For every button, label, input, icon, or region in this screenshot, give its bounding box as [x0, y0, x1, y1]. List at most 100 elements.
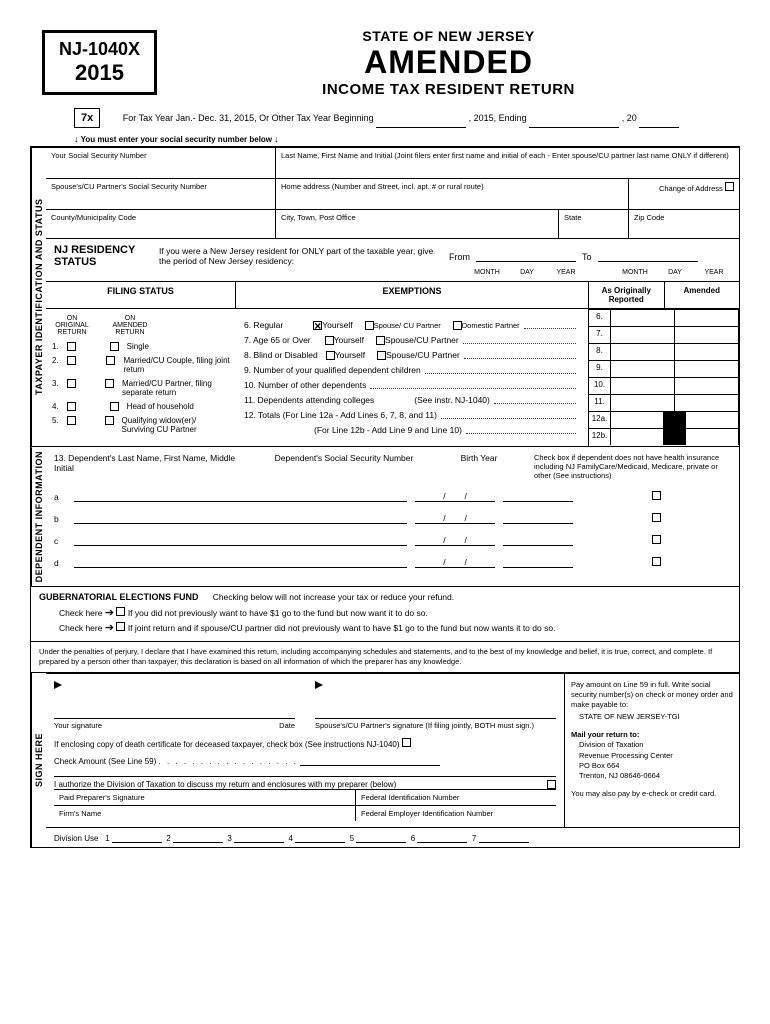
fs1-amend-checkbox[interactable]: [110, 342, 119, 351]
taxpayer-section-label: TAXPAYER IDENTIFICATION AND STATUS: [31, 148, 46, 446]
preparer-sig-label: Paid Preparer's Signature: [54, 790, 356, 805]
fs2-amend-checkbox[interactable]: [106, 356, 115, 365]
ssn-instruction: ↓ You must enter your social security nu…: [30, 132, 740, 146]
address-label: Home address (Number and Street, incl. a…: [281, 182, 623, 191]
dep-name-input[interactable]: [74, 490, 407, 502]
title-block: STATE OF NEW JERSEY AMENDED INCOME TAX R…: [157, 20, 740, 98]
firm-name-label: Firm's Name: [54, 806, 356, 821]
ex7-yourself-checkbox[interactable]: [325, 336, 334, 345]
ex7-orig-input[interactable]: [611, 327, 675, 343]
ex7-amend-input[interactable]: [675, 327, 739, 343]
amended-label: AMENDED: [157, 44, 740, 81]
ex8-yourself-checkbox[interactable]: [326, 351, 335, 360]
begin-date-input[interactable]: [376, 117, 466, 128]
residency-block: NJ RESIDENCY STATUS If you were a New Je…: [46, 239, 739, 282]
spouse-ssn-label: Spouse's/CU Partner's Social Security Nu…: [51, 182, 270, 191]
ex6-amend-input[interactable]: [675, 310, 739, 326]
name-label: Last Name, First Name and Initial (Joint…: [281, 151, 734, 160]
signature-arrow-icon: [54, 681, 62, 689]
gubernatorial-block: GUBERNATORIAL ELECTIONS FUND Checking be…: [31, 586, 739, 641]
ex8-spouse-checkbox[interactable]: [377, 351, 386, 360]
preparer-auth-checkbox[interactable]: [547, 780, 556, 789]
divuse-input[interactable]: [112, 832, 162, 843]
fs1-orig-checkbox[interactable]: [67, 342, 76, 351]
ex6-spouse-checkbox[interactable]: [365, 321, 374, 330]
tax-year-line: 7x For Tax Year Jan.- Dec. 31, 2015, Or …: [30, 104, 740, 132]
divuse-input[interactable]: [234, 832, 284, 843]
ex8-orig-input[interactable]: [611, 344, 675, 360]
from-date-input[interactable]: [476, 251, 576, 262]
filing-status-header: FILING STATUS: [46, 282, 236, 308]
fs3-amend-checkbox[interactable]: [105, 379, 114, 388]
dep-insurance-checkbox[interactable]: [652, 535, 661, 544]
dep-ssn-header: Dependent's Social Security Number: [264, 453, 424, 480]
exemptions-header: EXEMPTIONS: [236, 282, 589, 308]
ex11-orig-input[interactable]: [611, 395, 675, 411]
dep-insurance-checkbox[interactable]: [652, 491, 661, 500]
divuse-input[interactable]: [356, 832, 406, 843]
dep-year-input[interactable]: [503, 556, 573, 568]
end-date-input[interactable]: [529, 117, 619, 128]
your-signature-input[interactable]: [54, 701, 295, 719]
dep-ssn-input[interactable]: / /: [415, 557, 495, 568]
fs4-orig-checkbox[interactable]: [67, 402, 76, 411]
ex12b-amend-input[interactable]: [686, 429, 739, 445]
divuse-input[interactable]: [295, 832, 345, 843]
change-addr-checkbox[interactable]: [725, 182, 734, 191]
dep-year-input[interactable]: [503, 512, 573, 524]
fs5-amend-checkbox[interactable]: [105, 416, 114, 425]
ex6-dp-checkbox[interactable]: [453, 321, 462, 330]
ex10-orig-input[interactable]: [611, 378, 675, 394]
ex11-amend-input[interactable]: [675, 395, 739, 411]
ex9-amend-input[interactable]: [675, 361, 739, 377]
ex12a-orig-input[interactable]: [611, 412, 664, 428]
dep-insurance-checkbox[interactable]: [652, 557, 661, 566]
divuse-input[interactable]: [173, 832, 223, 843]
perjury-statement: Under the penalties of perjury, I declar…: [31, 641, 739, 672]
spouse-signature-input[interactable]: [315, 701, 556, 719]
dep-ssn-input[interactable]: / /: [415, 535, 495, 546]
death-cert-checkbox[interactable]: [402, 738, 411, 747]
dep-insurance-note: Check box if dependent does not have hea…: [534, 453, 731, 480]
county-label: County/Municipality Code: [51, 213, 270, 222]
zip-label: Zip Code: [634, 213, 734, 222]
divuse-input[interactable]: [417, 832, 467, 843]
check-amount-input[interactable]: [300, 755, 440, 766]
ex6-orig-input[interactable]: [611, 310, 675, 326]
guber-check1[interactable]: [116, 607, 125, 616]
dep-name-input[interactable]: [74, 534, 407, 546]
end-year-input[interactable]: [639, 117, 679, 128]
box-7x: 7x: [74, 108, 100, 128]
ex12b-orig-input[interactable]: [611, 429, 664, 445]
ex12a-amend-input[interactable]: [686, 412, 739, 428]
guber-check2[interactable]: [116, 622, 125, 631]
divuse-input[interactable]: [479, 832, 529, 843]
ex6-yourself-checkbox[interactable]: [313, 321, 322, 330]
ex10-amend-input[interactable]: [675, 378, 739, 394]
fs2-orig-checkbox[interactable]: [67, 356, 76, 365]
form-year: 2015: [59, 60, 140, 86]
exemptions-block: 6. Regular Yourself Spouse/ CU Partner D…: [236, 309, 589, 446]
state-name: STATE OF NEW JERSEY: [157, 28, 740, 44]
dependent-section-label: DEPENDENT INFORMATION: [31, 447, 46, 586]
fs5-orig-checkbox[interactable]: [67, 416, 76, 425]
to-date-input[interactable]: [598, 251, 698, 262]
amend-header: Amended: [665, 282, 740, 308]
dep-name-header: 13. Dependent's Last Name, First Name, M…: [54, 453, 244, 480]
dep-year-input[interactable]: [503, 534, 573, 546]
fs3-orig-checkbox[interactable]: [67, 379, 76, 388]
dep-year-input[interactable]: [503, 490, 573, 502]
dep-name-input[interactable]: [74, 556, 407, 568]
ex9-orig-input[interactable]: [611, 361, 675, 377]
dep-insurance-checkbox[interactable]: [652, 513, 661, 522]
city-label: City, Town, Post Office: [281, 213, 553, 222]
dep-name-input[interactable]: [74, 512, 407, 524]
ex7-spouse-checkbox[interactable]: [376, 336, 385, 345]
fs4-amend-checkbox[interactable]: [110, 402, 119, 411]
dep-ssn-input[interactable]: / /: [415, 513, 495, 524]
dep-ssn-input[interactable]: / /: [415, 491, 495, 502]
fed-id-label: Federal Identification Number: [356, 790, 556, 805]
orig-header: As Originally Reported: [589, 282, 665, 308]
ex8-amend-input[interactable]: [675, 344, 739, 360]
ssn-label: Your Social Security Number: [51, 151, 270, 160]
